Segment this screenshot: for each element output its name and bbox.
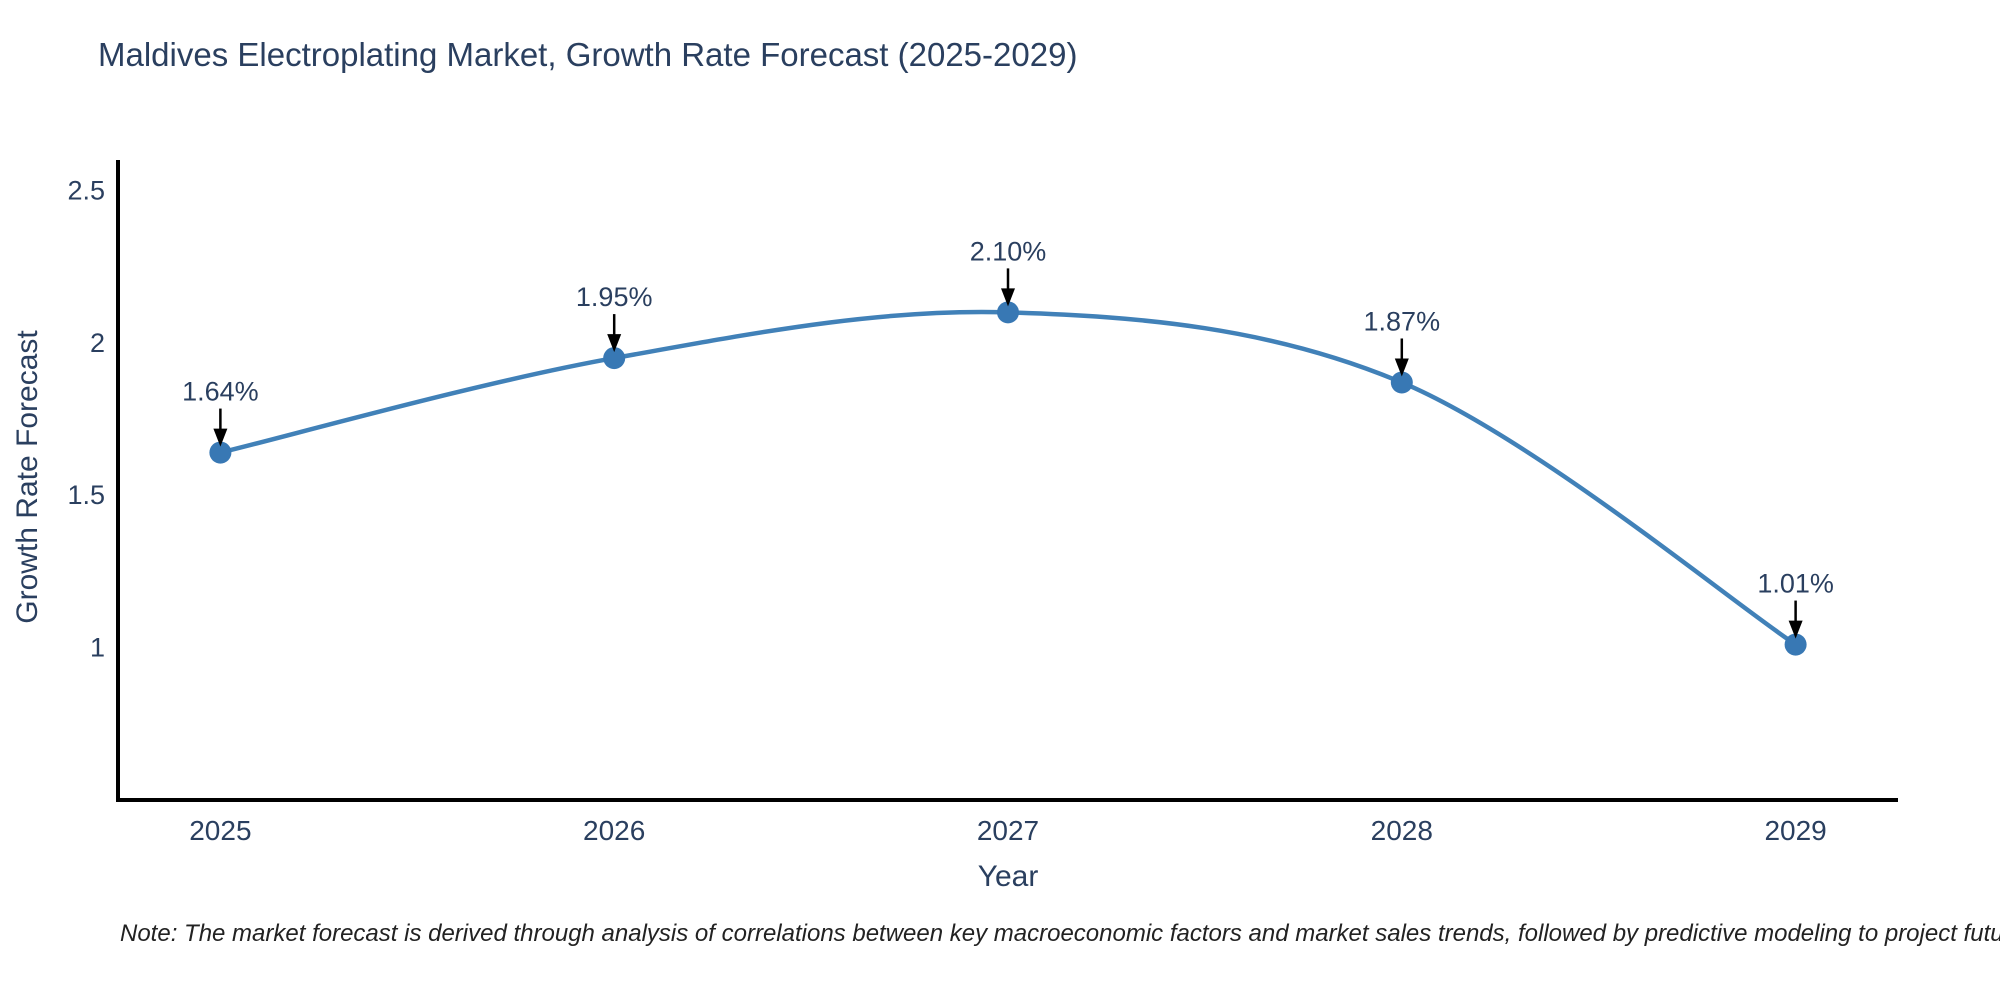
annotation-arrowhead [1788, 620, 1803, 639]
chart-title: Maldives Electroplating Market, Growth R… [98, 36, 1078, 73]
x-tick-label: 2025 [189, 815, 251, 846]
data-point [209, 441, 232, 464]
footnote: Note: The market forecast is derived thr… [120, 920, 2000, 947]
annotation-arrowhead [213, 428, 228, 447]
annotation-label: 2.10% [970, 236, 1047, 266]
x-tick-label: 2029 [1764, 815, 1826, 846]
annotation-label: 1.87% [1364, 306, 1441, 336]
x-axis-title: Year [977, 860, 1039, 893]
y-tick-label: 2 [90, 328, 105, 358]
data-point [997, 301, 1019, 324]
y-tick-label: 1 [90, 633, 105, 663]
x-tick-label: 2027 [977, 815, 1039, 846]
annotation-arrowhead [607, 334, 622, 353]
annotation-arrowhead [1001, 288, 1015, 307]
x-tick-label: 2028 [1371, 815, 1433, 846]
x-tick-label: 2026 [583, 815, 645, 846]
annotation-label: 1.01% [1757, 569, 1834, 599]
data-point [603, 347, 626, 370]
annotation-label: 1.64% [182, 377, 259, 407]
trend-line [219, 309, 1797, 647]
annotation-arrowhead [1394, 358, 1409, 377]
y-tick-label: 2.5 [67, 175, 105, 205]
data-point [1390, 371, 1413, 394]
annotation-label: 1.95% [576, 282, 653, 312]
y-tick-label: 1.5 [67, 480, 105, 510]
data-point [1784, 633, 1807, 656]
